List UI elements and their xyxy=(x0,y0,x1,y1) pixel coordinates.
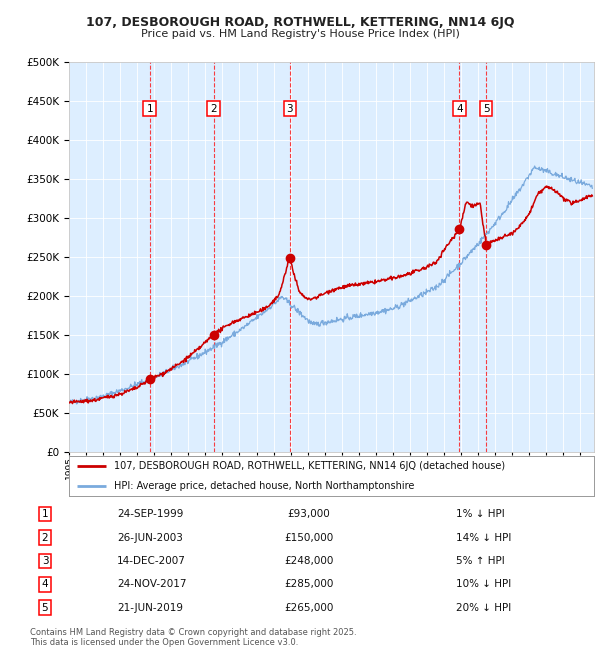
Text: £93,000: £93,000 xyxy=(287,509,331,519)
Text: 5: 5 xyxy=(483,103,490,114)
Text: 21-JUN-2019: 21-JUN-2019 xyxy=(117,603,183,613)
Text: £248,000: £248,000 xyxy=(284,556,334,566)
Text: 14% ↓ HPI: 14% ↓ HPI xyxy=(456,532,511,543)
Text: 26-JUN-2003: 26-JUN-2003 xyxy=(117,532,183,543)
Text: 2: 2 xyxy=(210,103,217,114)
Text: £265,000: £265,000 xyxy=(284,603,334,613)
Text: 3: 3 xyxy=(41,556,49,566)
Text: 4: 4 xyxy=(456,103,463,114)
Text: 1: 1 xyxy=(146,103,153,114)
Text: 1% ↓ HPI: 1% ↓ HPI xyxy=(456,509,505,519)
Text: 1: 1 xyxy=(41,509,49,519)
Text: 2: 2 xyxy=(41,532,49,543)
Text: HPI: Average price, detached house, North Northamptonshire: HPI: Average price, detached house, Nort… xyxy=(113,481,414,491)
Text: 107, DESBOROUGH ROAD, ROTHWELL, KETTERING, NN14 6JQ (detached house): 107, DESBOROUGH ROAD, ROTHWELL, KETTERIN… xyxy=(113,461,505,471)
Text: 14-DEC-2007: 14-DEC-2007 xyxy=(117,556,186,566)
Text: 20% ↓ HPI: 20% ↓ HPI xyxy=(456,603,511,613)
Text: 3: 3 xyxy=(286,103,293,114)
Text: 24-SEP-1999: 24-SEP-1999 xyxy=(117,509,184,519)
Text: 4: 4 xyxy=(41,579,49,590)
Text: 24-NOV-2017: 24-NOV-2017 xyxy=(117,579,187,590)
Text: 107, DESBOROUGH ROAD, ROTHWELL, KETTERING, NN14 6JQ: 107, DESBOROUGH ROAD, ROTHWELL, KETTERIN… xyxy=(86,16,514,29)
Text: 5: 5 xyxy=(41,603,49,613)
Text: 5% ↑ HPI: 5% ↑ HPI xyxy=(456,556,505,566)
Text: £285,000: £285,000 xyxy=(284,579,334,590)
Text: Price paid vs. HM Land Registry's House Price Index (HPI): Price paid vs. HM Land Registry's House … xyxy=(140,29,460,38)
Text: Contains HM Land Registry data © Crown copyright and database right 2025.
This d: Contains HM Land Registry data © Crown c… xyxy=(30,628,356,647)
Text: 10% ↓ HPI: 10% ↓ HPI xyxy=(456,579,511,590)
Text: £150,000: £150,000 xyxy=(284,532,334,543)
